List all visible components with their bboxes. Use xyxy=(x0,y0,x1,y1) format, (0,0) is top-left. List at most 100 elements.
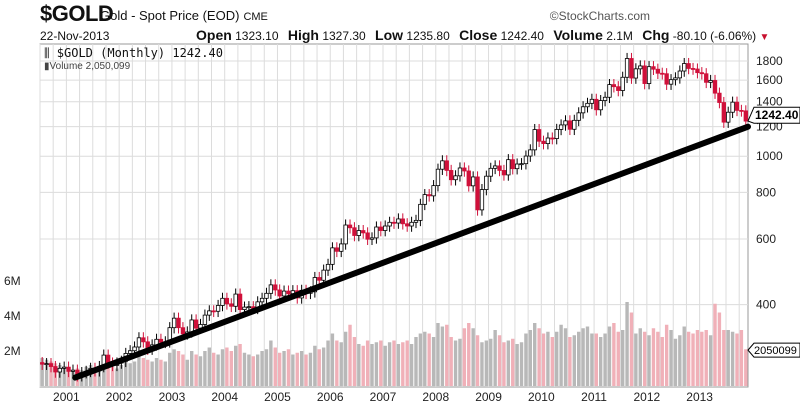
volume-bar xyxy=(440,326,445,386)
volume-bar xyxy=(568,337,572,386)
volume-bar xyxy=(497,335,502,386)
volume-bar xyxy=(739,330,744,386)
volume-bar xyxy=(255,354,260,386)
volume-bar xyxy=(238,344,242,386)
volume-bar xyxy=(612,323,616,386)
volume-bar xyxy=(119,365,124,386)
candle-body xyxy=(532,129,537,151)
volume-bar xyxy=(638,328,642,386)
volume-bar xyxy=(686,331,691,386)
volume-bar xyxy=(616,331,620,386)
candle-body xyxy=(598,100,603,111)
candle-body xyxy=(347,224,353,229)
candle-body xyxy=(743,110,748,122)
candle-body xyxy=(726,111,731,123)
candle-body xyxy=(589,98,595,104)
candle-body xyxy=(739,109,744,112)
x-tick-label: 2007 xyxy=(370,390,397,404)
candle-body xyxy=(422,194,427,205)
candle-body xyxy=(281,290,287,297)
volume-bar xyxy=(168,352,172,386)
volume-bar xyxy=(502,342,506,386)
candle-body xyxy=(391,221,397,224)
volume-bar xyxy=(357,344,361,386)
volume-bar xyxy=(449,337,453,386)
price-tick-label: 1600 xyxy=(756,73,783,87)
candle-body xyxy=(48,363,54,367)
high-value: 1327.30 xyxy=(322,29,366,43)
volume-bar xyxy=(700,331,704,386)
volume-bar xyxy=(330,333,335,386)
volume-bar xyxy=(708,335,713,386)
candle-body xyxy=(158,338,164,343)
candle-body xyxy=(572,119,577,130)
volume-bar xyxy=(97,368,102,386)
volume-bar xyxy=(365,340,370,386)
volume-bar xyxy=(172,349,176,386)
volume-bar xyxy=(374,342,379,386)
volume-bar xyxy=(704,330,708,386)
volume-bar xyxy=(581,328,585,386)
volume-bar xyxy=(207,347,212,386)
volume-bar xyxy=(607,326,612,386)
price-tick-label: 600 xyxy=(756,232,776,246)
volume-bar xyxy=(423,331,427,386)
volume-bar xyxy=(436,323,440,386)
candle-body xyxy=(558,124,564,130)
candle-body xyxy=(585,102,590,108)
candle-body xyxy=(387,221,392,227)
volume-bar xyxy=(427,333,431,386)
volume-bar xyxy=(594,333,598,386)
chart-date: 22-Nov-2013 xyxy=(40,29,110,43)
volume-bar xyxy=(493,330,497,386)
candle-body xyxy=(378,226,383,231)
volume-legend: ▮Volume 2,050,099 xyxy=(44,61,130,73)
candle-body xyxy=(492,165,498,169)
candle-body xyxy=(427,194,432,197)
brand-watermark: ©StockCharts.com xyxy=(549,9,650,23)
candle-body xyxy=(633,68,639,79)
candle-body xyxy=(431,185,436,197)
volume-bar xyxy=(480,342,484,386)
volume-tick-label: 2M xyxy=(4,344,21,358)
candle-body xyxy=(541,140,546,145)
candle-body xyxy=(400,218,405,225)
volume-bar xyxy=(304,354,308,386)
candle-body xyxy=(479,189,485,211)
candle-body xyxy=(457,167,463,177)
candle-body xyxy=(356,230,361,236)
volume-bar xyxy=(128,363,132,386)
volume-bar xyxy=(691,333,695,386)
volume-bar xyxy=(453,340,458,386)
candle-body xyxy=(176,317,181,329)
symbol-title: $GOLD xyxy=(40,1,114,26)
volume-bar xyxy=(308,352,313,386)
volume-bar xyxy=(163,361,168,386)
candle-body xyxy=(528,149,533,157)
candle-body xyxy=(193,319,199,329)
volume-bar xyxy=(379,340,383,386)
candle-body xyxy=(317,277,322,281)
volume-bar xyxy=(220,349,225,386)
volume-bar xyxy=(159,359,163,386)
candle-body xyxy=(189,319,194,333)
volume-bar xyxy=(418,333,423,386)
volume-bar xyxy=(176,351,181,386)
price-tick-label: 400 xyxy=(756,298,776,312)
candle-body xyxy=(277,289,282,297)
last-price-label: 1242.40 xyxy=(755,108,799,122)
volume-bar xyxy=(317,349,321,386)
candle-body xyxy=(339,243,344,252)
candle-body xyxy=(514,163,520,170)
candle-body xyxy=(237,293,243,310)
candle-body xyxy=(246,306,252,309)
volume-bar xyxy=(524,333,528,386)
volume-bar xyxy=(110,366,115,386)
candle-body xyxy=(449,170,454,181)
close-label: Close xyxy=(459,27,498,43)
candle-body xyxy=(396,218,401,224)
close-value: 1242.40 xyxy=(500,29,544,43)
candle-body xyxy=(268,284,274,294)
volume-bar xyxy=(664,324,669,386)
